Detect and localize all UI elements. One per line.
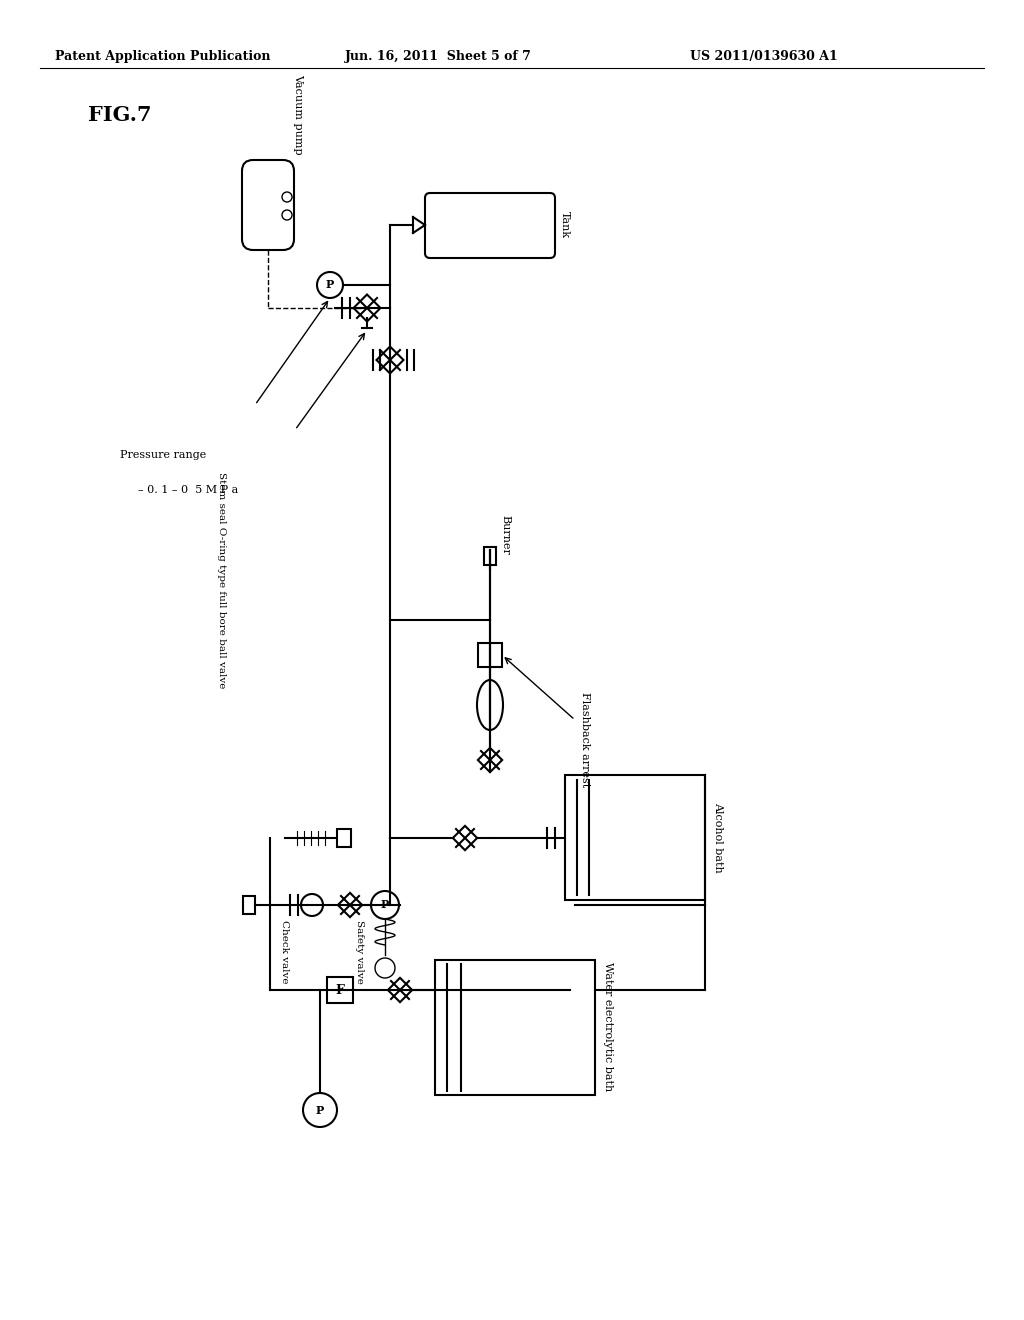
Bar xyxy=(565,775,705,900)
FancyBboxPatch shape xyxy=(242,160,294,249)
Ellipse shape xyxy=(477,680,503,730)
Bar xyxy=(484,546,496,565)
Text: Vacuum pump: Vacuum pump xyxy=(293,74,303,154)
Bar xyxy=(337,829,351,847)
Text: Patent Application Publication: Patent Application Publication xyxy=(55,50,270,63)
Text: Alcohol bath: Alcohol bath xyxy=(713,801,723,873)
Text: US 2011/0139630 A1: US 2011/0139630 A1 xyxy=(690,50,838,63)
Bar xyxy=(478,643,502,667)
Text: Jun. 16, 2011  Sheet 5 of 7: Jun. 16, 2011 Sheet 5 of 7 xyxy=(345,50,531,63)
Text: P: P xyxy=(326,280,334,290)
Text: Burner: Burner xyxy=(500,515,510,554)
Text: F: F xyxy=(336,983,344,997)
Text: Check valve: Check valve xyxy=(281,920,290,983)
Text: Tank: Tank xyxy=(560,211,570,239)
Text: Water electrolytic bath: Water electrolytic bath xyxy=(603,962,613,1092)
Text: Flashback arrest: Flashback arrest xyxy=(580,693,590,788)
Text: – 0. 1 – 0  5 M P a: – 0. 1 – 0 5 M P a xyxy=(138,484,239,495)
Bar xyxy=(327,977,353,1003)
Text: Safety valve: Safety valve xyxy=(355,920,364,983)
Bar xyxy=(435,960,595,1096)
Text: P: P xyxy=(315,1105,325,1115)
Text: P: P xyxy=(381,899,389,911)
Text: FIG.7: FIG.7 xyxy=(88,106,152,125)
FancyBboxPatch shape xyxy=(425,193,555,257)
Text: Pressure range: Pressure range xyxy=(120,450,206,459)
Text: Stem seal O-ring type full bore ball valve: Stem seal O-ring type full bore ball val… xyxy=(217,471,226,688)
Bar xyxy=(243,896,255,913)
